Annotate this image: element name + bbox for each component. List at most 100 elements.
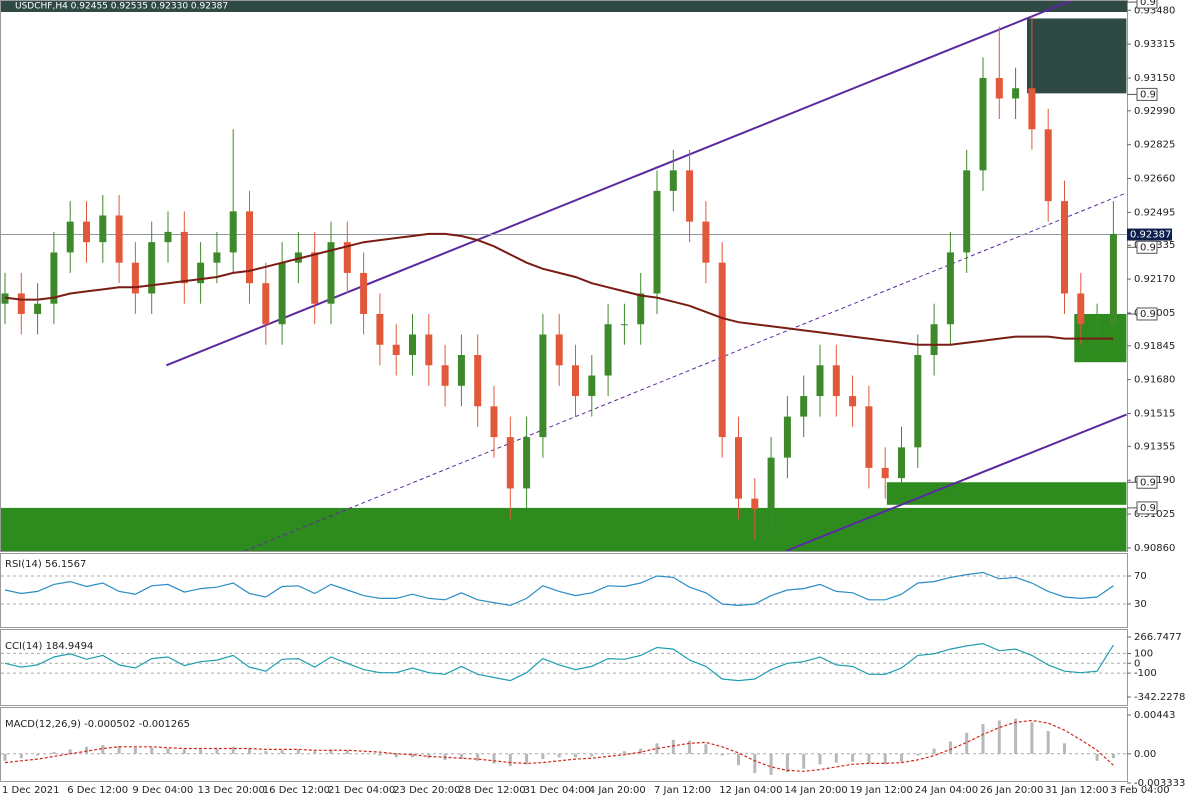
level-label: 0.9 (1140, 477, 1156, 488)
candle-body (66, 221, 74, 253)
y-tick-label: 70 (1134, 571, 1147, 582)
candle-body (34, 303, 42, 314)
candle-body (229, 211, 237, 253)
cci-frame (0, 629, 1128, 706)
x-tick-label: 16 Dec 12:00 (263, 785, 330, 796)
y-tick-label: 0.90860 (1134, 543, 1175, 554)
x-tick-label: 26 Jan 20:00 (980, 785, 1043, 796)
candle-body (278, 262, 286, 325)
candle-body (588, 375, 596, 397)
candle-body (637, 293, 645, 325)
panel-title: RSI(14) 56.1567 (5, 559, 86, 570)
candle-body (914, 355, 922, 448)
candle-body (311, 252, 319, 304)
x-tick-label: 12 Jan 04:00 (719, 785, 782, 796)
panel-title: CCI(14) 184.9494 (5, 641, 93, 652)
x-tick-label: 19 Jan 12:00 (850, 785, 913, 796)
y-tick-label: 0.92825 (1134, 140, 1175, 151)
candle-body (930, 324, 938, 356)
level-label: 0.9 (1140, 89, 1156, 100)
candle-body (1028, 88, 1036, 130)
y-tick-label: 266.7477 (1134, 632, 1182, 643)
level-tag (1136, 0, 1158, 9)
level-label: 0.9 (1140, 309, 1156, 320)
x-tick-label: 31 Jan 12:00 (1045, 785, 1108, 796)
price-tag-label: 0.92387 (1130, 230, 1171, 241)
x-tick-label: 1 Dec 2021 (2, 785, 60, 796)
candle-body (832, 365, 840, 397)
rsi-frame (0, 553, 1128, 628)
x-tick-label: 4 Jan 20:00 (589, 785, 646, 796)
top-zone (0, 0, 1127, 12)
candle-body (800, 396, 808, 417)
candle-body (686, 170, 694, 222)
level-label: 0.9 (1140, 0, 1156, 8)
indicator-line (4, 571, 1114, 607)
candle-body (115, 215, 123, 263)
x-tick-label: 14 Jan 20:00 (784, 785, 847, 796)
y-tick-label: 0 (1134, 658, 1140, 669)
trendline (785, 413, 1127, 551)
candle-body (490, 406, 498, 438)
y-tick-label: 0.93315 (1134, 39, 1175, 50)
y-tick-label: 0.93480 (1134, 5, 1175, 16)
candle-body (1093, 324, 1101, 326)
y-tick-label: 0.91025 (1134, 509, 1175, 520)
level-tag (1136, 475, 1158, 489)
level-label: 0.9 (1140, 242, 1156, 253)
zone (886, 482, 1127, 505)
candle-body (425, 334, 433, 366)
x-tick-label: 23 Dec 20:00 (393, 785, 460, 796)
y-tick-label: 0.92990 (1134, 106, 1175, 117)
candle-body (653, 190, 661, 294)
level-tag (1136, 501, 1158, 515)
candle-body (164, 231, 172, 243)
y-tick-label: 30 (1134, 599, 1147, 610)
y-tick-label: 0.00 (1134, 749, 1156, 760)
candle-body (718, 262, 726, 438)
candle-body (669, 170, 677, 191)
candle-body (506, 437, 514, 489)
main-plot (0, 0, 1127, 551)
x-tick-label: 31 Dec 04:00 (524, 785, 591, 796)
candle-body (131, 262, 139, 294)
y-tick-label: -342.2278 (1134, 692, 1185, 703)
candle-body (1077, 293, 1085, 325)
x-tick-label: 24 Jan 04:00 (915, 785, 978, 796)
candle-body (979, 77, 987, 171)
indicator-line (4, 719, 1114, 772)
indicator-line (4, 642, 1114, 682)
candle-body (474, 355, 482, 407)
level-tag (1136, 240, 1158, 254)
candle-body (735, 437, 742, 499)
price-tag (1127, 228, 1172, 241)
candle-body (50, 252, 58, 304)
moving-average (4, 232, 1114, 346)
candle-body (392, 344, 400, 356)
candle-body (555, 334, 563, 366)
candle-body (751, 498, 759, 509)
candle-body (539, 334, 547, 438)
candle-body (816, 365, 824, 397)
candle-body (849, 396, 857, 407)
main-frame (0, 0, 1128, 552)
candle-body (995, 77, 1003, 99)
candle-body (343, 242, 351, 273)
y-tick-label: 0.92495 (1134, 207, 1175, 218)
candle-body (767, 457, 775, 509)
x-tick-label: 9 Dec 04:00 (132, 785, 193, 796)
candle-body (327, 242, 335, 304)
candle-body (99, 215, 107, 243)
trendline (244, 192, 1127, 551)
level-tag (1136, 307, 1158, 321)
y-tick-label: -0.003333 (1134, 778, 1185, 789)
y-tick-label: 0.92170 (1134, 274, 1175, 285)
y-tick-label: 0.00443 (1134, 710, 1175, 721)
x-tick-label: 3 Feb 04:00 (1110, 785, 1169, 796)
candle-body (702, 221, 710, 263)
zone (1027, 18, 1127, 94)
y-tick-label: 0.91355 (1134, 441, 1175, 452)
candle-body (1044, 129, 1052, 202)
candle-body (1012, 88, 1020, 99)
